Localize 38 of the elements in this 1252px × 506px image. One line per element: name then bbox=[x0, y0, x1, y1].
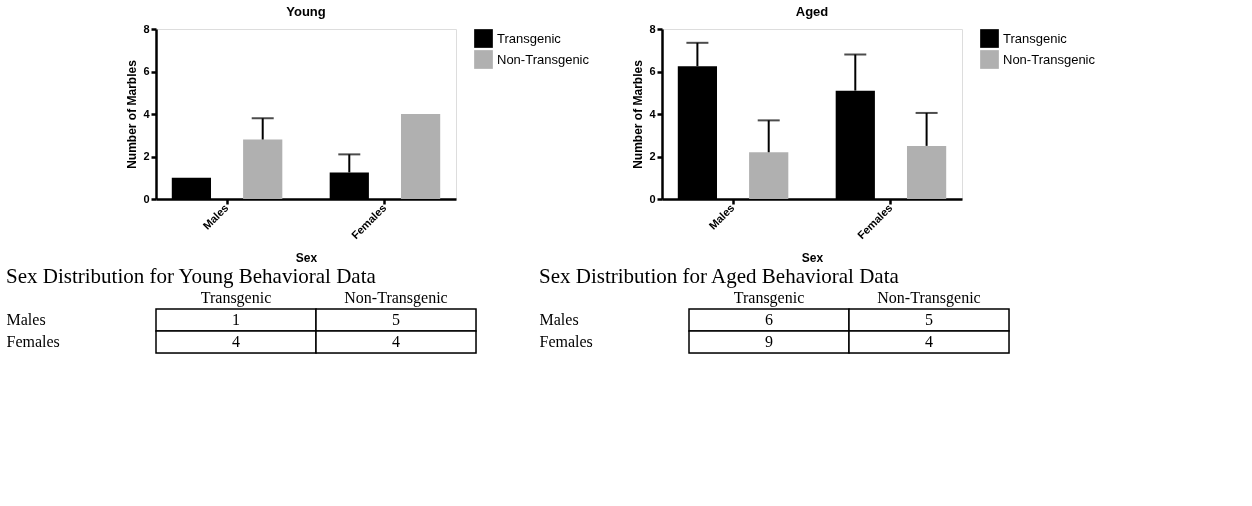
bar bbox=[400, 114, 441, 199]
data-label: 5 bbox=[392, 311, 400, 328]
chart-title: Sex Distribution for Aged Behavioral Data bbox=[539, 264, 900, 288]
bar bbox=[243, 139, 283, 199]
y-tick-label: 8 bbox=[143, 22, 150, 35]
bar bbox=[749, 152, 789, 199]
data-label: 6 bbox=[765, 311, 773, 328]
y-tick-label: 2 bbox=[143, 150, 150, 162]
x-tick-label: Non-Transgenic bbox=[877, 288, 981, 307]
y-tick-label: 6 bbox=[649, 65, 656, 77]
x-tick-label: Non-Transgenic bbox=[344, 288, 448, 307]
chart-title: Young bbox=[286, 4, 326, 19]
y-tick-label: 0 bbox=[649, 192, 656, 205]
y-tick-label: 0 bbox=[143, 192, 150, 205]
chart-title: Sex Distribution for Young Behavioral Data bbox=[6, 264, 377, 288]
data-label: 4 bbox=[232, 333, 240, 350]
y-tick-label: 4 bbox=[649, 107, 657, 120]
y-tick-label: 4 bbox=[143, 107, 151, 120]
data-label: 4 bbox=[392, 333, 400, 350]
x-axis-title: Sex bbox=[295, 251, 318, 266]
x-axis-title: Sex bbox=[801, 251, 824, 266]
y-tick-label: 8 bbox=[649, 22, 656, 35]
y-tick-label: 2 bbox=[649, 150, 656, 162]
legend-label: Transgenic bbox=[497, 30, 562, 46]
x-tick-label: Transgenic bbox=[733, 288, 805, 307]
legend-label: Non-Transgenic bbox=[1003, 51, 1096, 67]
y-axis-title: Number of Marbles bbox=[631, 59, 646, 169]
y-tick-label: 6 bbox=[143, 65, 150, 77]
x-tick-label: Transgenic bbox=[200, 288, 272, 307]
data-label: 1 bbox=[232, 311, 240, 328]
data-label: 4 bbox=[925, 333, 933, 350]
y-axis-title: Number of Marbles bbox=[125, 59, 140, 169]
legend-label: Non-Transgenic bbox=[497, 51, 590, 67]
data-label: 9 bbox=[765, 333, 773, 350]
bar bbox=[906, 145, 947, 199]
legend-label: Transgenic bbox=[1003, 30, 1068, 46]
chart-title: Aged bbox=[795, 4, 829, 19]
data-label: 5 bbox=[925, 311, 933, 328]
